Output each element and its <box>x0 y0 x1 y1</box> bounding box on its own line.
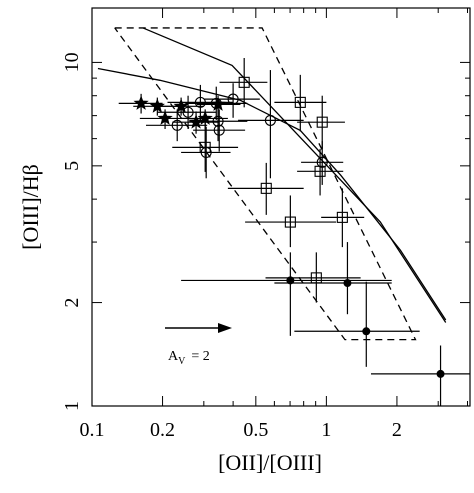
square-point <box>284 216 296 228</box>
square-point <box>336 211 348 223</box>
y-tick-label: 1 <box>61 401 83 411</box>
y-axis-label: [OIII]/Hβ <box>18 164 43 250</box>
annotation-rest: = 2 <box>191 349 209 364</box>
x-tick-label: 0.2 <box>150 419 175 441</box>
circle-point <box>212 115 224 127</box>
circle-point <box>213 124 225 136</box>
model-line <box>114 27 417 341</box>
circle-point <box>227 93 239 105</box>
star-point <box>157 110 173 125</box>
annotation-main: A <box>168 349 179 364</box>
arrow-head <box>218 323 232 333</box>
star-point <box>197 110 213 125</box>
y-tick-label: 10 <box>61 52 83 72</box>
square-point <box>314 165 326 177</box>
annotation: AV = 2 <box>168 349 210 367</box>
dot-point <box>436 369 445 378</box>
model-line <box>142 27 447 323</box>
x-tick-label: 0.1 <box>80 419 105 441</box>
circle-point <box>182 106 194 118</box>
square-point <box>260 182 272 194</box>
y-tick-label: 5 <box>61 161 83 171</box>
star-point <box>173 98 189 113</box>
circle-point <box>316 156 328 168</box>
star-point <box>149 98 165 113</box>
square-point <box>238 76 250 88</box>
annotation-sub: V <box>178 356 186 367</box>
circle-point <box>194 96 206 108</box>
dot-point <box>343 279 352 288</box>
square-point <box>294 96 306 108</box>
star-point <box>133 95 149 110</box>
x-axis-label: [OII]/[OIII] <box>218 450 322 475</box>
x-tick-label: 2 <box>392 419 402 441</box>
circle-point <box>171 119 183 131</box>
y-tick-label: 2 <box>61 298 83 308</box>
circle-point <box>264 114 276 126</box>
square-point <box>199 141 211 153</box>
x-tick-label: 0.5 <box>243 419 268 441</box>
dot-point <box>362 327 371 336</box>
plot-frame <box>91 7 471 407</box>
square-point <box>316 116 328 128</box>
circle-point <box>210 97 222 109</box>
x-tick-label: 1 <box>321 419 331 441</box>
